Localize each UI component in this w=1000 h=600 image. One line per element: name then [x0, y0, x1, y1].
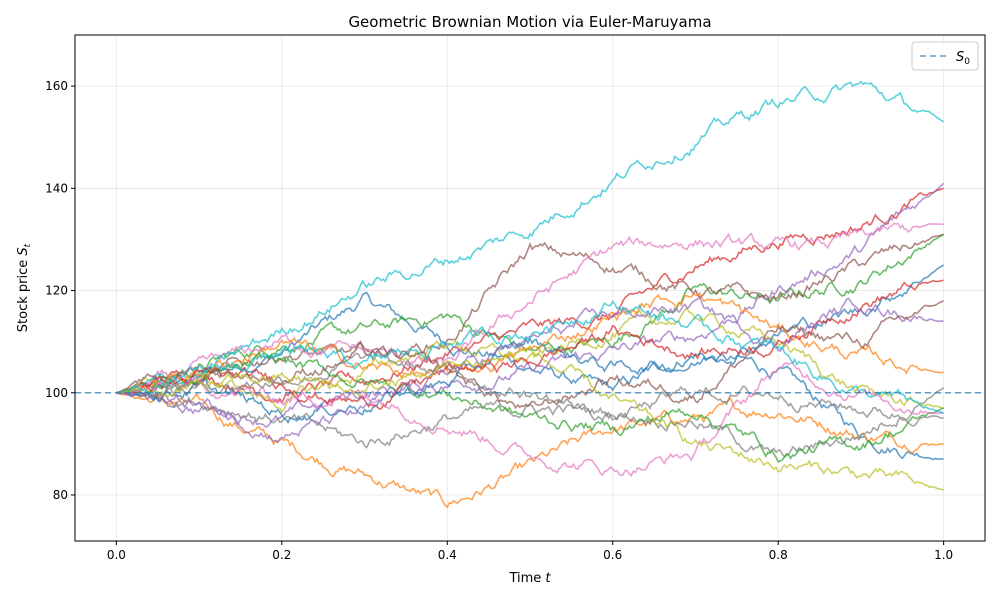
- x-tick-label: 0.6: [603, 548, 622, 562]
- price-path: [116, 264, 945, 424]
- x-tick-label: 0.4: [438, 548, 457, 562]
- y-tick-label: 160: [45, 79, 68, 93]
- y-tick-label: 140: [45, 181, 68, 195]
- price-path: [116, 182, 945, 428]
- x-tick-label: 1.0: [934, 548, 953, 562]
- x-axis-label: Time t: [508, 571, 551, 586]
- plot-frame: [74, 34, 986, 542]
- x-tick-label: 0.8: [769, 548, 788, 562]
- price-path: [116, 80, 945, 394]
- price-path: [116, 346, 944, 491]
- ticks: 0.0 0.2 0.4 0.6 0.8 1.0 80 100 120 140 160: [45, 79, 953, 562]
- price-path: [116, 350, 944, 427]
- series-lines: [116, 80, 945, 509]
- y-axis-label: Stock price St: [16, 243, 33, 332]
- y-tick-label: 80: [53, 488, 68, 502]
- x-tick-label: 0.0: [107, 548, 126, 562]
- chart-title: Geometric Brownian Motion via Euler-Maru…: [348, 13, 711, 31]
- legend: S0: [911, 41, 979, 71]
- price-path: [116, 187, 944, 405]
- y-tick-label: 120: [45, 284, 68, 298]
- price-path: [116, 392, 944, 509]
- y-tick-label: 100: [45, 386, 68, 400]
- price-path: [116, 222, 944, 394]
- price-path: [116, 300, 944, 414]
- price-path: [116, 233, 945, 394]
- x-tick-label: 0.2: [272, 548, 291, 562]
- price-path: [116, 361, 944, 477]
- price-path: [116, 279, 944, 410]
- grid: [75, 35, 985, 541]
- price-path: [116, 233, 944, 398]
- price-path: [116, 300, 944, 410]
